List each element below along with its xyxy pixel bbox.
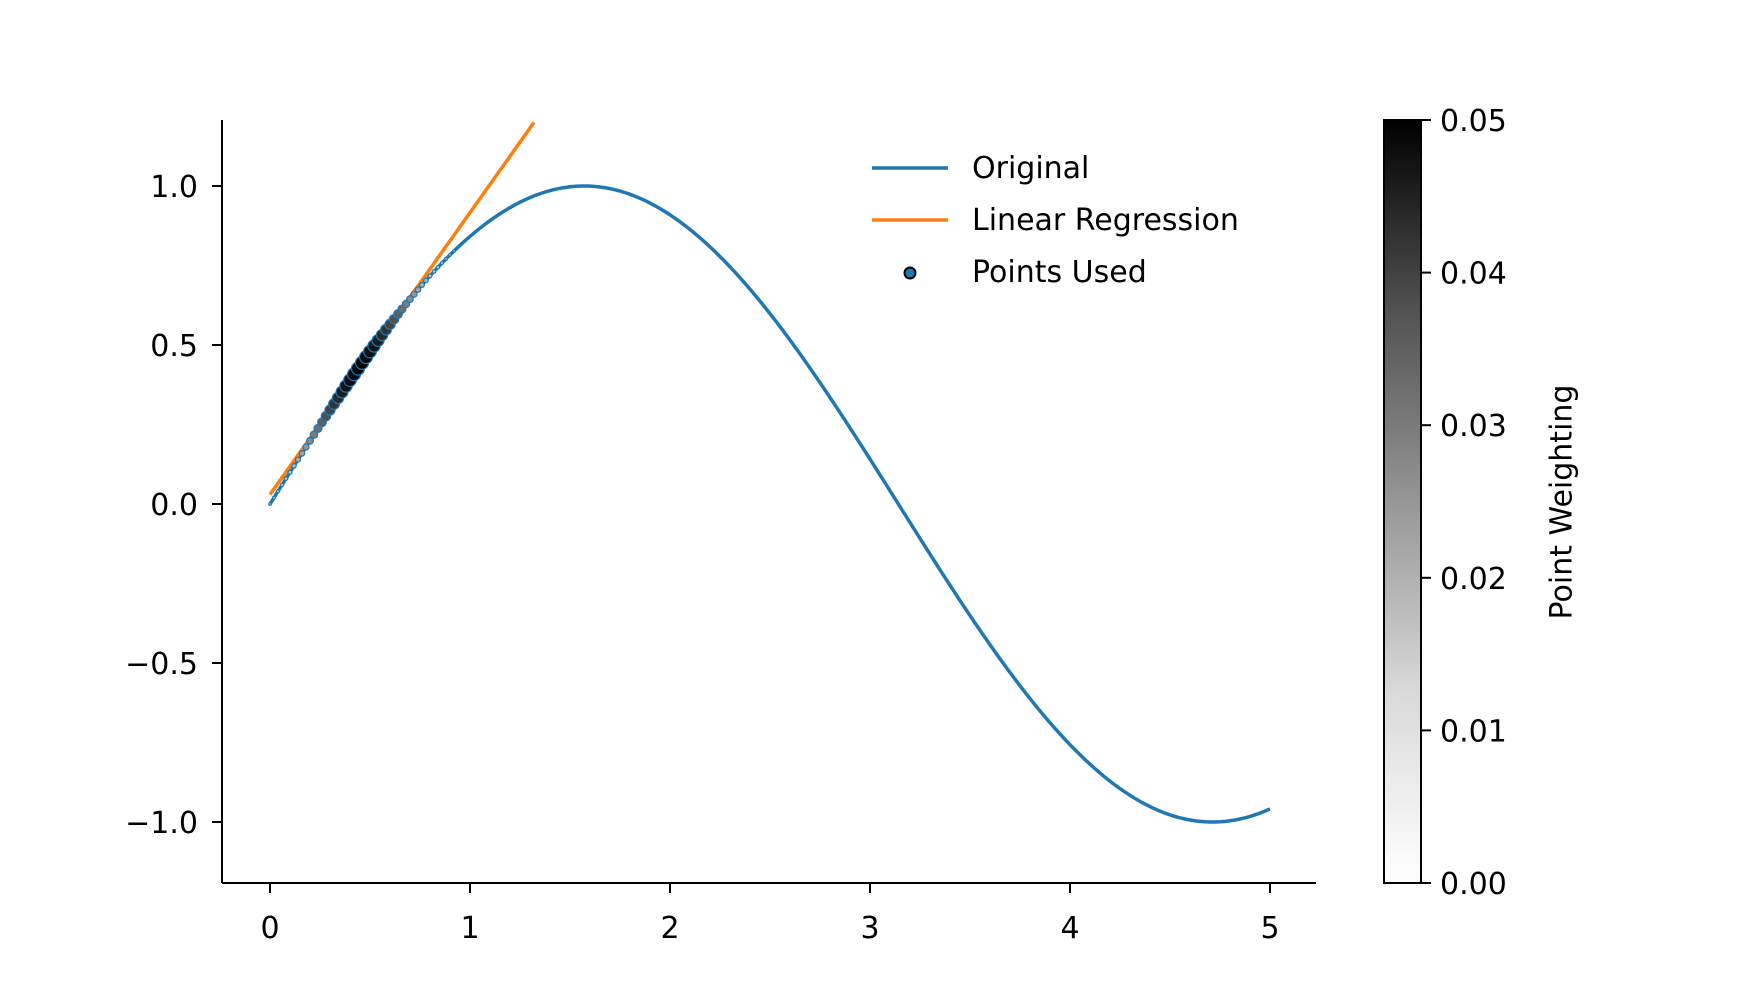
scatter-point <box>427 273 433 279</box>
x-tick-label: 4 <box>1060 911 1079 946</box>
y-tick-label: 0.0 <box>150 488 198 523</box>
scatter-point <box>410 290 418 298</box>
scatter-point <box>302 443 310 451</box>
x-tick-label: 0 <box>260 911 279 946</box>
legend-label-original: Original <box>972 151 1089 186</box>
scatter-point <box>431 269 437 274</box>
scatter-point <box>435 264 441 270</box>
scatter-layer <box>268 249 456 506</box>
x-tick-label: 1 <box>460 911 479 946</box>
scatter-point <box>268 502 272 506</box>
colorbar-tick-label: 0.05 <box>1440 104 1507 139</box>
colorbar-ticks: 0.00 0.01 0.02 0.03 0.04 0.05 <box>1421 104 1507 902</box>
x-ticks: 0 1 2 3 4 5 <box>260 883 1280 946</box>
y-tick-label: 1.0 <box>150 170 198 205</box>
x-tick-label: 2 <box>660 911 679 946</box>
y-tick-label: −0.5 <box>125 647 198 682</box>
scatter-point <box>275 489 281 494</box>
y-tick-label: 0.5 <box>150 329 198 364</box>
colorbar-tick-label: 0.03 <box>1440 409 1507 444</box>
scatter-point <box>418 281 426 288</box>
scatter-point <box>291 463 297 469</box>
colorbar-tick-label: 0.02 <box>1440 562 1507 597</box>
scatter-point <box>309 430 319 439</box>
scatter-point <box>298 450 306 457</box>
scatter-point <box>443 256 449 261</box>
scatter-point <box>287 469 293 475</box>
y-ticks: −1.0 −0.5 0.0 0.5 1.0 <box>125 170 222 841</box>
scatter-point <box>423 277 429 284</box>
scatter-point <box>448 252 452 257</box>
scatter-point <box>271 495 277 500</box>
scatter-point <box>414 286 422 293</box>
scatter-point <box>294 456 302 463</box>
x-tick-label: 5 <box>1260 911 1279 946</box>
colorbar: 0.00 0.01 0.02 0.03 0.04 0.05 Point Weighting <box>1383 104 1580 902</box>
scatter-point <box>439 260 445 266</box>
colorbar-tick-label: 0.00 <box>1440 867 1507 902</box>
legend-label-points-used: Points Used <box>972 255 1147 290</box>
legend: Original Linear Regression Points Used <box>872 151 1239 290</box>
scatter-point <box>452 249 456 253</box>
scatter-point <box>283 476 289 482</box>
scatter-point <box>279 482 285 488</box>
scatter-point <box>306 436 314 445</box>
legend-swatch-points-used <box>903 266 917 280</box>
colorbar-tick-label: 0.01 <box>1440 714 1507 749</box>
colorbar-tick-label: 0.04 <box>1440 257 1507 292</box>
scatter-point <box>406 295 414 304</box>
plot-area: 0 1 2 3 4 5 −1.0 −0.5 0.0 0.5 1.0 <box>125 120 1316 946</box>
colorbar-label: Point Weighting <box>1545 385 1580 620</box>
colorbar-gradient <box>1383 119 1422 884</box>
x-tick-label: 3 <box>860 911 879 946</box>
legend-label-linear-regression: Linear Regression <box>972 203 1239 238</box>
y-tick-label: −1.0 <box>125 806 198 841</box>
